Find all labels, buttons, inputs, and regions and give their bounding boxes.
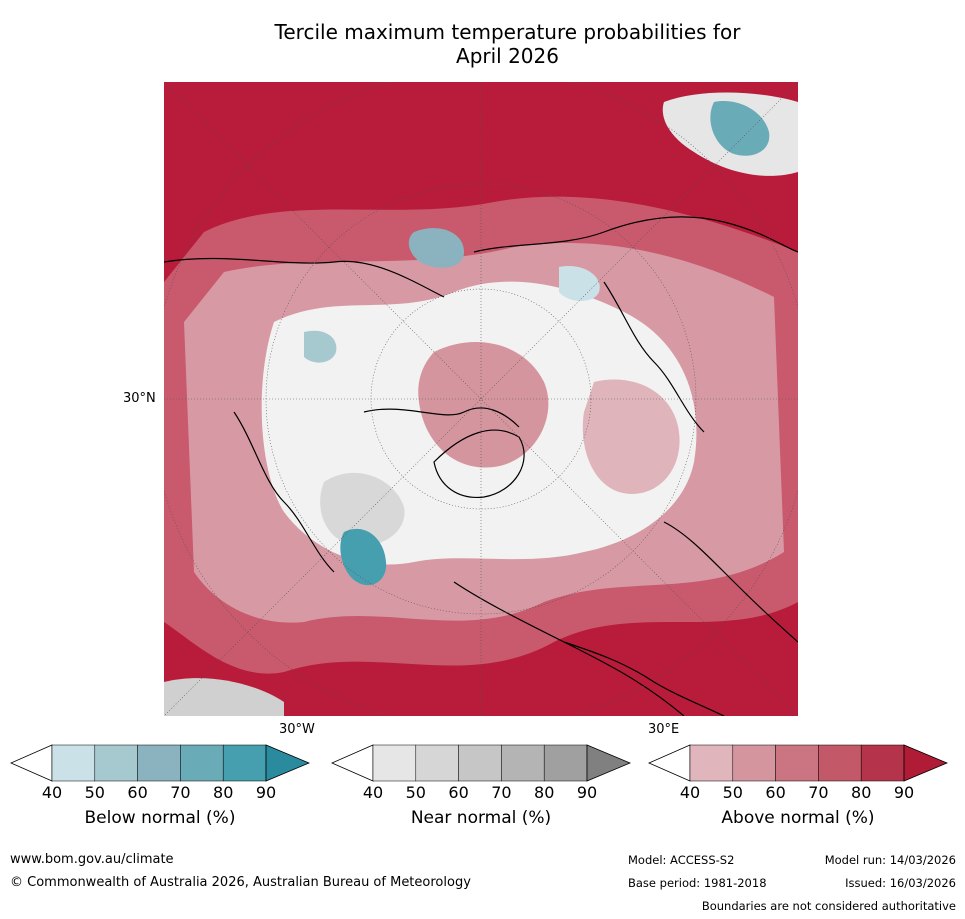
coastline-asia xyxy=(663,521,798,643)
below-normal-patch-3 xyxy=(408,228,464,268)
colorbar-tick-label: 50 xyxy=(84,783,105,802)
below-normal-patch-4 xyxy=(559,266,600,301)
colorbar-tick-label: 50 xyxy=(722,783,743,802)
coastline-north-america xyxy=(164,257,445,298)
meridian-diagonal-1 xyxy=(164,82,798,716)
colorbar-tick-label: 40 xyxy=(41,783,63,802)
colorbar-near-title: Near normal (%) xyxy=(410,808,552,828)
coastline-siberia xyxy=(473,216,798,253)
below-normal-patch-5 xyxy=(304,330,337,363)
latitude-label: 30°N xyxy=(123,391,156,406)
colorbar-near-bin-4 xyxy=(501,744,545,782)
colorbar-near-bin-3 xyxy=(458,744,502,782)
below-normal-patch-2 xyxy=(340,528,387,586)
map-svg xyxy=(164,82,798,716)
disclaimer-text: Boundaries are not considered authoritat… xyxy=(701,899,956,913)
colorbar-tick-label: 80 xyxy=(851,783,872,802)
colorbar-tick-label: 80 xyxy=(534,783,555,802)
colorbar-below-ticks: 40 50 60 70 80 90 xyxy=(10,783,308,802)
colorbar-tick-label: 60 xyxy=(765,783,786,802)
probability-map xyxy=(164,82,798,716)
colorbar-near-low-extension xyxy=(331,744,374,782)
base-period-text: Base period: 1981-2018 xyxy=(628,876,767,890)
grey-patch-1 xyxy=(320,472,405,546)
coastline-canada-east xyxy=(233,411,335,573)
map-title: Tercile maximum temperature probabilitie… xyxy=(160,20,855,68)
colorbar-tick-label: 60 xyxy=(127,783,148,802)
colorbar-near xyxy=(331,744,632,782)
longitude-label-west: 30°W xyxy=(279,722,315,737)
model-run-text: Model run: 14/03/2026 xyxy=(824,853,956,867)
greenland-above-patch xyxy=(418,342,549,468)
colorbar-tick-label: 60 xyxy=(448,783,469,802)
copyright-text: © Commonwealth of Australia 2026, Austra… xyxy=(10,875,471,890)
colorbar-tick-label: 90 xyxy=(576,783,598,802)
colorbar-above-bin-4 xyxy=(818,744,862,782)
colorbar-tick-label: 40 xyxy=(362,783,384,802)
grey-patch-2 xyxy=(164,678,284,716)
colorbar-above-bin-5 xyxy=(860,744,905,782)
meridian-diagonal-2 xyxy=(164,82,798,716)
colorbar-below-bin-1 xyxy=(51,744,96,782)
colorbar-below-bin-3 xyxy=(137,744,181,782)
website-link[interactable]: www.bom.gov.au/climate xyxy=(10,852,174,867)
longitude-label-east: 30°E xyxy=(648,722,680,737)
colorbar-above-bin-2 xyxy=(732,744,776,782)
colorbar-near-bin-5 xyxy=(543,744,588,782)
colorbar-near-bin-1 xyxy=(372,744,417,782)
colorbar-above xyxy=(648,744,949,782)
colorbar-below-bin-5 xyxy=(222,744,267,782)
model-text: Model: ACCESS-S2 xyxy=(628,853,735,867)
colorbar-below-bin-2 xyxy=(94,744,138,782)
colorbar-above-ticks: 40 50 60 70 80 90 xyxy=(648,783,946,802)
coastline-greenland xyxy=(433,429,525,499)
colorbar-tick-label: 70 xyxy=(808,783,829,802)
colorbar-below-title: Below normal (%) xyxy=(84,808,236,828)
title-line-2: April 2026 xyxy=(456,44,559,68)
colorbar-above-low-extension xyxy=(648,744,691,782)
colorbar-tick-label: 90 xyxy=(255,783,277,802)
issued-text: Issued: 16/03/2026 xyxy=(845,876,956,890)
colorbar-above-high-extension xyxy=(903,744,949,782)
coastline-mediterranean xyxy=(563,641,725,716)
colorbar-near-bin-2 xyxy=(415,744,459,782)
title-line-1: Tercile maximum temperature probabilitie… xyxy=(274,20,741,44)
colorbar-above-bin-3 xyxy=(775,744,819,782)
colorbar-tick-label: 70 xyxy=(491,783,512,802)
below-normal-patch-1 xyxy=(710,101,770,156)
colorbar-tick-label: 40 xyxy=(679,783,701,802)
colorbar-below-low-extension xyxy=(10,744,53,782)
colorbar-tick-label: 80 xyxy=(213,783,234,802)
colorbar-above-bin-1 xyxy=(689,744,734,782)
colorbar-tick-label: 50 xyxy=(405,783,426,802)
colorbar-tick-label: 70 xyxy=(170,783,191,802)
colorbar-near-high-extension xyxy=(586,744,632,782)
coastline-scandinavia xyxy=(603,281,705,433)
colorbar-below-bin-4 xyxy=(180,744,224,782)
coastline-arctic-islands xyxy=(363,407,520,428)
colorbar-below-high-extension xyxy=(265,744,311,782)
colorbar-above-title: Above normal (%) xyxy=(721,808,875,828)
eurasia-above-patch xyxy=(582,379,680,494)
colorbar-below xyxy=(10,744,311,782)
colorbar-near-ticks: 40 50 60 70 80 90 xyxy=(331,783,629,802)
colorbar-tick-label: 90 xyxy=(893,783,915,802)
